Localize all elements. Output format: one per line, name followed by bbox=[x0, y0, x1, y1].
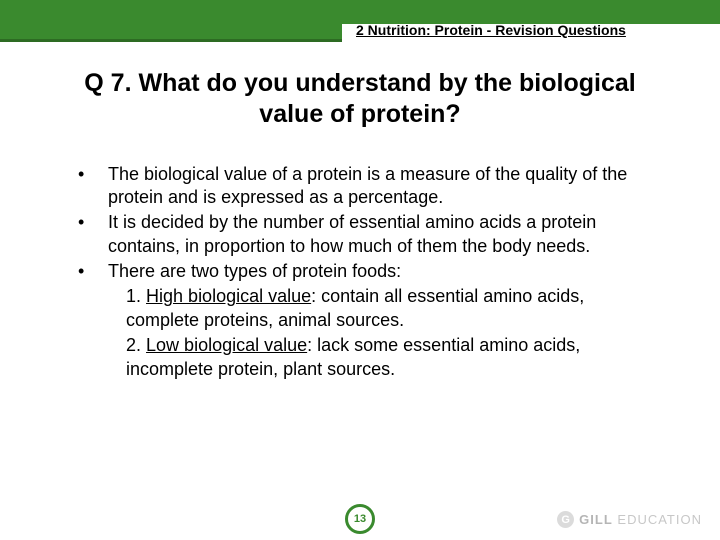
bullet-item: • The biological value of a protein is a… bbox=[78, 163, 660, 210]
sub-label: Low biological value bbox=[146, 335, 307, 355]
header-tab: 2 Nutrition: Protein - Revision Question… bbox=[342, 0, 720, 42]
header-tab-label: 2 Nutrition: Protein - Revision Question… bbox=[356, 22, 626, 38]
footer: 13 G GILL EDUCATION bbox=[0, 498, 720, 534]
bullet-text: The biological value of a protein is a m… bbox=[108, 163, 660, 210]
brand-light: EDUCATION bbox=[613, 512, 702, 527]
bullet-marker: • bbox=[78, 163, 108, 210]
bullet-text: It is decided by the number of essential… bbox=[108, 211, 660, 258]
sub-label: High biological value bbox=[146, 286, 311, 306]
brand-text: GILL EDUCATION bbox=[579, 512, 702, 527]
sub-num: 2. bbox=[126, 335, 141, 355]
bullet-marker: • bbox=[78, 260, 108, 283]
brand-icon: G bbox=[557, 511, 574, 528]
sub-item: 2. Low biological value: lack some essen… bbox=[126, 334, 660, 381]
slide-content: Q 7. What do you understand by the biolo… bbox=[0, 42, 720, 381]
bullet-text: There are two types of protein foods: bbox=[108, 260, 660, 283]
question-title: Q 7. What do you understand by the biolo… bbox=[60, 68, 660, 131]
sub-num: 1. bbox=[126, 286, 141, 306]
bullet-list: • The biological value of a protein is a… bbox=[60, 163, 660, 382]
header-bar: 2 Nutrition: Protein - Revision Question… bbox=[0, 0, 720, 42]
page-number: 13 bbox=[354, 513, 366, 525]
sub-list: 1. High biological value: contain all es… bbox=[78, 285, 660, 381]
page-number-badge: 13 bbox=[345, 504, 375, 534]
bullet-marker: • bbox=[78, 211, 108, 258]
bullet-item: • There are two types of protein foods: bbox=[78, 260, 660, 283]
sub-item: 1. High biological value: contain all es… bbox=[126, 285, 660, 332]
bullet-item: • It is decided by the number of essenti… bbox=[78, 211, 660, 258]
brand-letter: G bbox=[561, 514, 570, 526]
brand-logo: G GILL EDUCATION bbox=[557, 511, 702, 528]
brand-bold: GILL bbox=[579, 512, 613, 527]
